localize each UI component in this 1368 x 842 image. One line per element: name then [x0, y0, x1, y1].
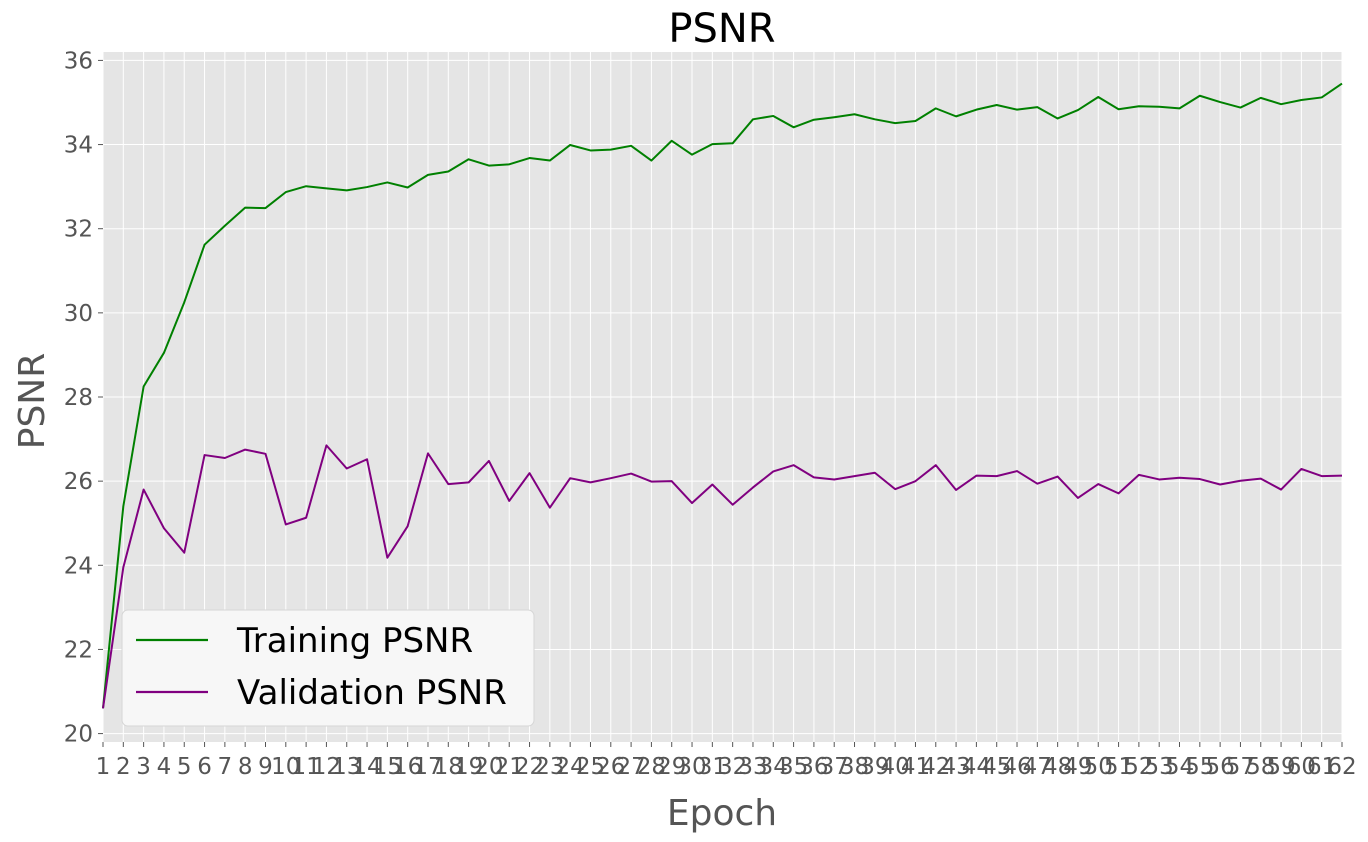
x-tick-label: 19 — [454, 754, 483, 780]
x-tick-label: 38 — [840, 754, 869, 780]
x-tick-label: 47 — [1023, 754, 1052, 780]
x-tick-label: 41 — [901, 754, 930, 780]
x-tick-label: 3 — [136, 754, 151, 780]
x-tick-label: 27 — [616, 754, 645, 780]
x-tick-label: 31 — [698, 754, 727, 780]
x-tick-label: 22 — [515, 754, 544, 780]
x-tick-label: 30 — [677, 754, 706, 780]
x-tick-label: 50 — [1084, 754, 1113, 780]
x-tick-label: 34 — [759, 754, 788, 780]
x-tick-label: 39 — [860, 754, 889, 780]
series-lines — [102, 82, 1343, 709]
x-tick-label: 7 — [218, 754, 233, 780]
x-tick-label: 23 — [535, 754, 564, 780]
x-tick-label: 62 — [1327, 754, 1356, 780]
x-axis-ticks: 1 2 3 4 5 6 7 8 91011121314151617181920212223242… — [96, 742, 1357, 780]
x-tick-label: 24 — [556, 754, 585, 780]
y-tick-label: 32 — [64, 217, 93, 243]
x-tick-label: 35 — [779, 754, 808, 780]
x-tick-label: 44 — [962, 754, 991, 780]
x-tick-label: 48 — [1043, 754, 1072, 780]
y-axis-ticks: 20 22 24 26 28 30 32 34 36 — [64, 48, 103, 748]
legend: Training PSNR Validation PSNR — [121, 609, 535, 727]
y-tick-label: 26 — [64, 469, 93, 495]
x-tick-label: 10 — [271, 754, 300, 780]
x-tick-label: 59 — [1266, 754, 1295, 780]
x-tick-label: 43 — [941, 754, 970, 780]
y-tick-label: 24 — [64, 553, 93, 579]
x-tick-label: 45 — [982, 754, 1011, 780]
x-tick-label: 40 — [881, 754, 910, 780]
x-tick-label: 14 — [352, 754, 381, 780]
x-tick-label: 21 — [495, 754, 524, 780]
x-tick-label: 25 — [576, 754, 605, 780]
x-axis-label: Epoch — [667, 793, 777, 834]
x-tick-label: 6 — [197, 754, 212, 780]
x-tick-label: 37 — [820, 754, 849, 780]
x-tick-label: 2 — [116, 754, 131, 780]
x-tick-label: 26 — [596, 754, 625, 780]
x-tick-label: 32 — [718, 754, 747, 780]
x-tick-label: 56 — [1205, 754, 1234, 780]
y-axis-label: PSNR — [12, 353, 53, 450]
x-tick-label: 15 — [373, 754, 402, 780]
x-tick-label: 4 — [157, 754, 172, 780]
x-tick-label: 9 — [258, 754, 273, 780]
y-tick-label: 30 — [64, 301, 93, 327]
x-tick-label: 29 — [657, 754, 686, 780]
x-tick-label: 55 — [1185, 754, 1214, 780]
y-tick-label: 34 — [64, 133, 93, 159]
x-tick-label: 33 — [738, 754, 767, 780]
x-tick-label: 54 — [1165, 754, 1194, 780]
x-tick-label: 46 — [1002, 754, 1031, 780]
x-tick-label: 17 — [413, 754, 442, 780]
x-tick-label: 11 — [291, 754, 320, 780]
x-tick-label: 42 — [921, 754, 950, 780]
x-tick-label: 57 — [1226, 754, 1255, 780]
x-tick-label: 51 — [1104, 754, 1133, 780]
x-tick-label: 52 — [1124, 754, 1153, 780]
x-tick-label: 58 — [1246, 754, 1275, 780]
x-tick-label: 60 — [1287, 754, 1316, 780]
x-tick-label: 13 — [332, 754, 361, 780]
y-tick-label: 28 — [64, 385, 93, 411]
y-tick-label: 36 — [64, 48, 93, 74]
x-tick-label: 18 — [434, 754, 463, 780]
x-tick-label: 49 — [1063, 754, 1092, 780]
series-line-validation — [102, 444, 1343, 709]
x-tick-label: 5 — [177, 754, 192, 780]
chart-title: PSNR — [668, 6, 775, 52]
legend-label-validation: Validation PSNR — [237, 673, 507, 713]
x-tick-label: 16 — [393, 754, 422, 780]
legend-label-training: Training PSNR — [236, 621, 473, 661]
legend-box — [121, 609, 535, 727]
x-tick-label: 1 — [96, 754, 111, 780]
x-tick-label: 28 — [637, 754, 666, 780]
y-tick-label: 22 — [64, 637, 93, 663]
x-tick-label: 36 — [799, 754, 828, 780]
x-tick-label: 12 — [312, 754, 341, 780]
x-tick-label: 53 — [1145, 754, 1174, 780]
y-tick-label: 20 — [64, 722, 93, 748]
x-tick-label: 20 — [474, 754, 503, 780]
x-tick-label: 8 — [238, 754, 253, 780]
x-tick-label: 61 — [1307, 754, 1336, 780]
series-line-training — [102, 82, 1343, 709]
